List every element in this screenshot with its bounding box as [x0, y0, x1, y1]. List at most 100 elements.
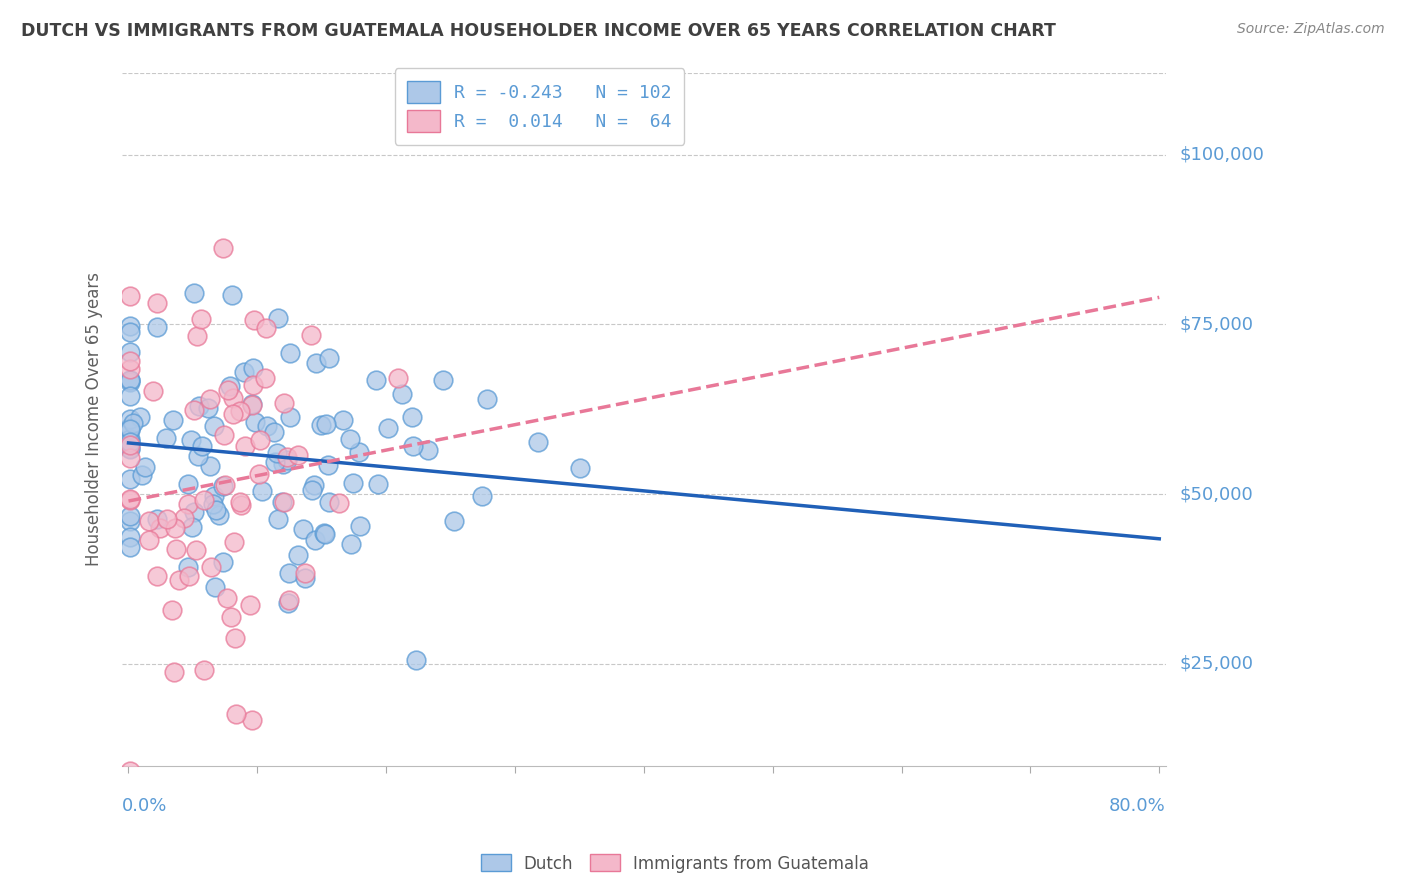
Point: [280, 410, 302, 425]
Point: [197, 401, 219, 415]
Point: [167, 574, 190, 588]
Point: [318, 494, 340, 508]
Text: $75,000: $75,000: [1180, 316, 1254, 334]
Point: [187, 399, 209, 413]
Point: [118, 373, 141, 387]
Point: [205, 503, 228, 517]
Y-axis label: Householder Income Over 65 years: Householder Income Over 65 years: [86, 272, 103, 566]
Point: [146, 569, 169, 583]
Point: [162, 413, 184, 427]
Point: [254, 320, 277, 334]
Point: [471, 489, 494, 503]
Point: [163, 521, 186, 535]
Point: [391, 387, 413, 401]
Point: [263, 425, 285, 440]
Point: [432, 373, 454, 387]
Point: [184, 542, 207, 557]
Point: [342, 475, 364, 490]
Point: [183, 285, 205, 300]
Point: [163, 665, 186, 680]
Point: [118, 373, 141, 387]
Point: [183, 402, 205, 417]
Point: [187, 449, 209, 463]
Text: 80.0%: 80.0%: [1109, 797, 1166, 814]
Point: [364, 373, 387, 387]
Point: [149, 521, 172, 535]
Point: [180, 520, 202, 534]
Point: [118, 530, 141, 544]
Point: [253, 371, 276, 385]
Point: [302, 478, 325, 492]
Point: [118, 438, 141, 452]
Point: [294, 570, 316, 584]
Text: $100,000: $100,000: [1180, 145, 1264, 164]
Point: [349, 519, 371, 533]
Point: [177, 497, 200, 511]
Point: [278, 346, 301, 360]
Point: [256, 419, 278, 434]
Point: [267, 511, 290, 525]
Point: [118, 422, 141, 436]
Point: [252, 483, 274, 498]
Point: [224, 534, 246, 549]
Point: [118, 434, 141, 448]
Point: [266, 446, 288, 460]
Point: [177, 560, 200, 574]
Point: [202, 418, 225, 433]
Point: [160, 603, 183, 617]
Point: [118, 514, 141, 528]
Point: [193, 492, 215, 507]
Point: [277, 596, 299, 610]
Point: [304, 533, 326, 548]
Point: [315, 417, 337, 431]
Point: [387, 370, 409, 384]
Point: [264, 455, 287, 469]
Point: [219, 609, 242, 624]
Text: Source: ZipAtlas.com: Source: ZipAtlas.com: [1237, 22, 1385, 37]
Point: [291, 522, 314, 536]
Point: [276, 452, 298, 467]
Point: [221, 287, 243, 301]
Point: [118, 764, 141, 779]
Point: [177, 477, 200, 491]
Text: DUTCH VS IMMIGRANTS FROM GUATEMALA HOUSEHOLDER INCOME OVER 65 YEARS CORRELATION : DUTCH VS IMMIGRANTS FROM GUATEMALA HOUSE…: [21, 22, 1056, 40]
Point: [243, 416, 266, 430]
Point: [318, 351, 340, 366]
Point: [328, 496, 350, 510]
Legend: R = -0.243   N = 102, R =  0.014   N =  64: R = -0.243 N = 102, R = 0.014 N = 64: [395, 69, 685, 145]
Point: [118, 345, 141, 359]
Point: [377, 421, 399, 435]
Point: [340, 536, 363, 550]
Point: [190, 311, 212, 326]
Point: [118, 423, 141, 437]
Point: [267, 310, 290, 325]
Point: [401, 410, 423, 425]
Point: [183, 506, 205, 520]
Point: [118, 442, 141, 457]
Point: [402, 438, 425, 452]
Point: [339, 432, 361, 446]
Point: [118, 441, 141, 455]
Point: [165, 541, 187, 556]
Point: [309, 418, 332, 433]
Point: [367, 477, 389, 491]
Point: [200, 559, 222, 574]
Point: [146, 512, 169, 526]
Point: [224, 632, 246, 646]
Point: [201, 497, 224, 511]
Point: [118, 289, 141, 303]
Point: [138, 533, 160, 547]
Point: [118, 362, 141, 376]
Point: [231, 499, 253, 513]
Point: [568, 461, 591, 475]
Point: [134, 459, 156, 474]
Point: [142, 384, 165, 399]
Point: [138, 514, 160, 528]
Point: [118, 508, 141, 523]
Point: [204, 580, 226, 594]
Point: [118, 319, 141, 334]
Text: $25,000: $25,000: [1180, 655, 1254, 673]
Point: [405, 653, 427, 667]
Point: [217, 383, 239, 397]
Point: [475, 392, 498, 406]
